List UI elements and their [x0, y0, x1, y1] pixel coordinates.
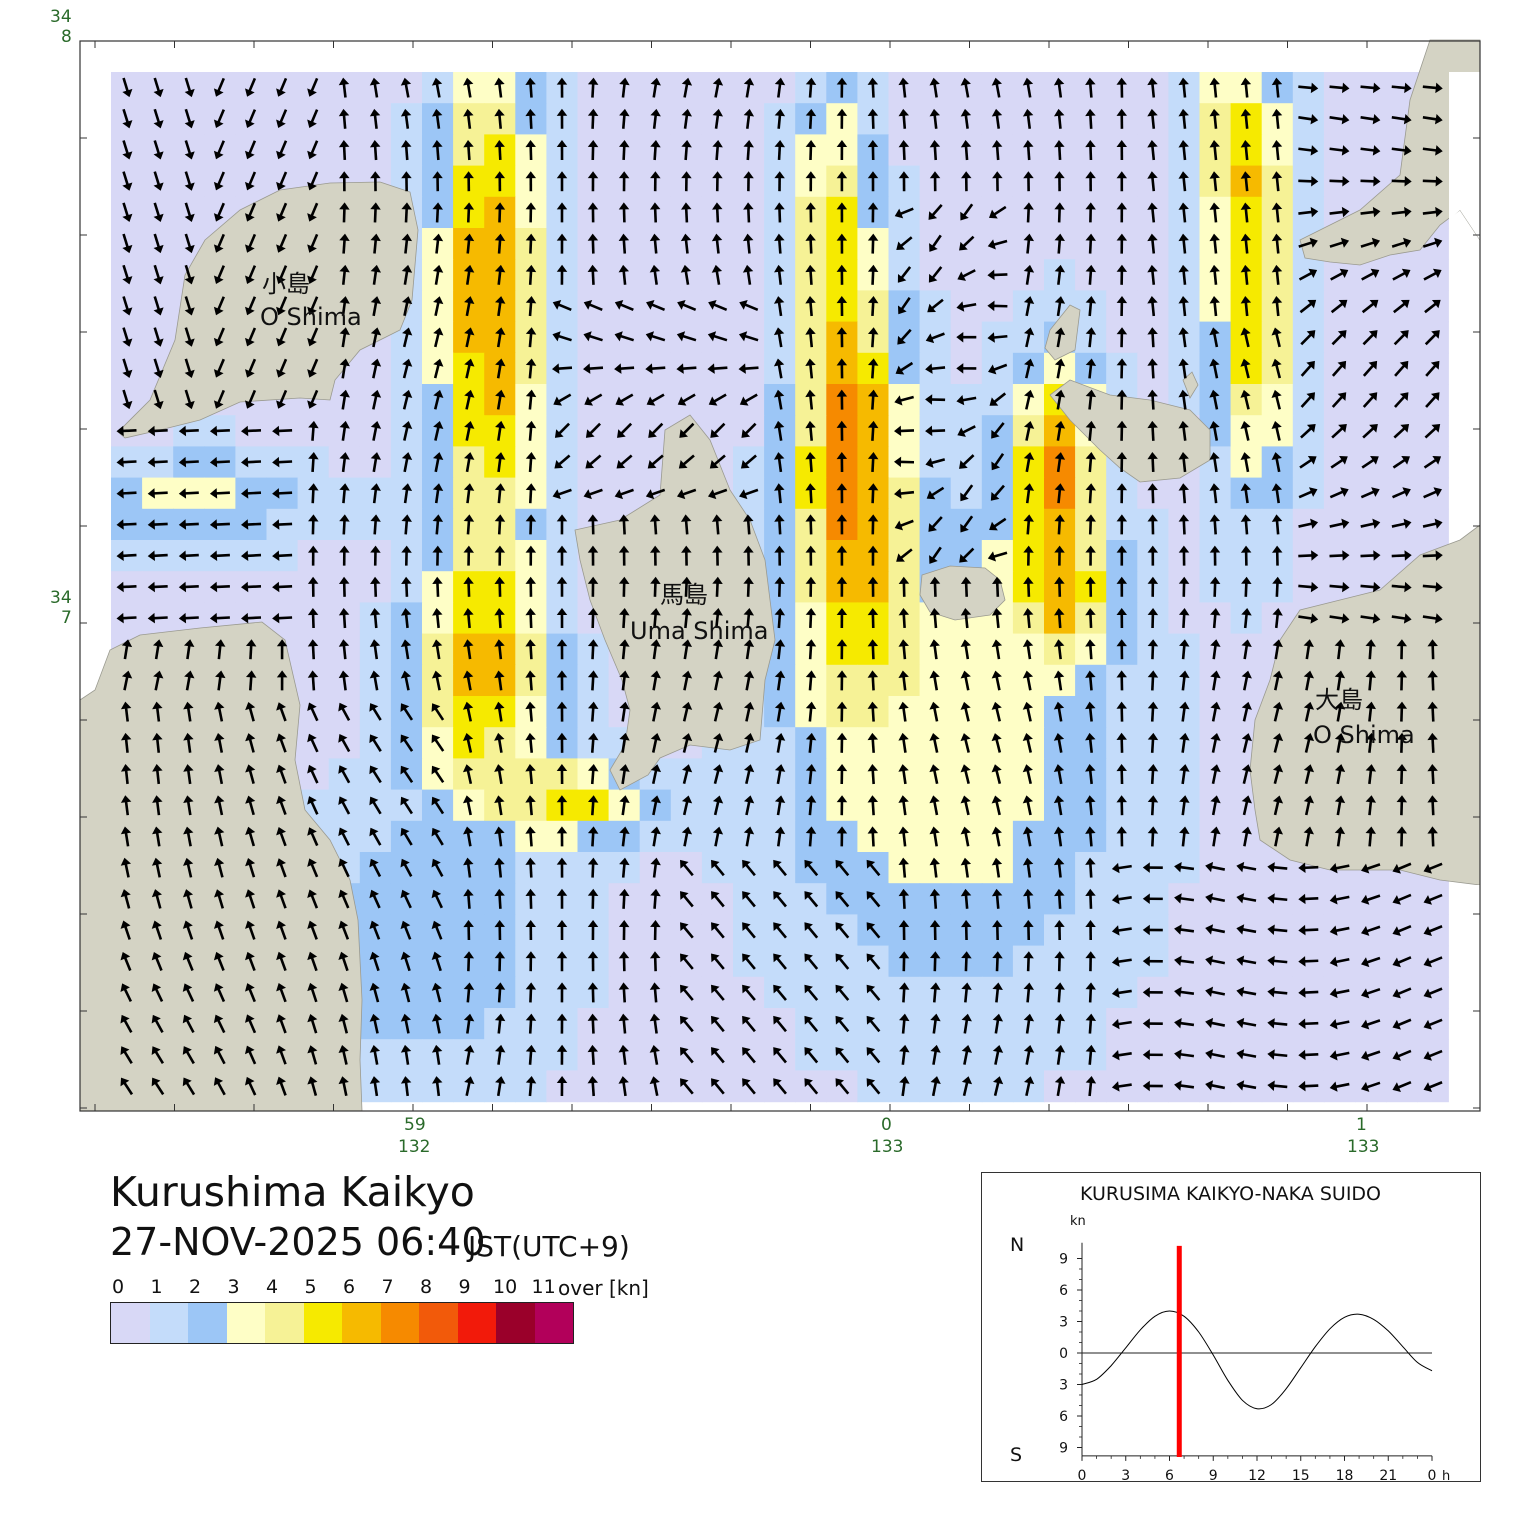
y-tick-label: 9	[1059, 1441, 1068, 1457]
legend-label: 0	[112, 1276, 125, 1298]
legend-swatch	[303, 1303, 342, 1343]
speed-color-legend	[110, 1302, 574, 1344]
lon-label-deg: 133	[871, 1137, 903, 1157]
legend-label: 3	[227, 1276, 240, 1298]
x-tick-label: 12	[1248, 1468, 1266, 1481]
legend-swatch	[380, 1303, 419, 1343]
north-label: N	[1010, 1234, 1024, 1256]
lat-label-min: 7	[61, 608, 72, 628]
island-label-o-jp: 大島	[1315, 686, 1363, 714]
y-tick-label: 9	[1059, 1252, 1068, 1268]
island-label-uma-en: Uma Shima	[630, 617, 768, 645]
lon-label-deg: 133	[1347, 1137, 1379, 1157]
south-label: S	[1010, 1444, 1022, 1466]
forecast-datetime: 27-NOV-2025 06:40	[110, 1220, 486, 1264]
x-tick-label: 6	[1165, 1468, 1174, 1481]
legend-label: 2	[189, 1276, 202, 1298]
x-tick-label: 18	[1336, 1468, 1354, 1481]
x-tick-label: 3	[1121, 1468, 1130, 1481]
island-label-o-en: O Shima	[1313, 721, 1415, 749]
legend-swatch	[342, 1303, 381, 1343]
legend-label: 5	[304, 1276, 317, 1298]
current-map: 小島 O Shima 馬島 Uma Shima 大島 O Shima 34 8 …	[50, 7, 1481, 1157]
lon-label-min: 0	[881, 1115, 892, 1135]
legend-unit: over [kn]	[558, 1276, 649, 1300]
y-tick-label: 3	[1059, 1378, 1068, 1394]
tide-curve	[1081, 1310, 1433, 1410]
legend-label: 7	[381, 1276, 394, 1298]
tide-graph-panel: 9 6 3 0 3 6 9 0 3 6 9 12 15 18 21 0 h kn N S	[981, 1172, 1481, 1482]
x-tick-label: 21	[1379, 1468, 1397, 1481]
legend-swatch	[534, 1303, 573, 1343]
legend-label: 1	[150, 1276, 163, 1298]
legend-label: 6	[343, 1276, 356, 1298]
legend-label: 9	[458, 1276, 471, 1298]
lon-label-min: 1	[1356, 1115, 1367, 1135]
legend-swatch	[226, 1303, 265, 1343]
lat-label-min: 8	[61, 27, 72, 47]
x-tick-label: 0	[1078, 1468, 1087, 1481]
legend-label: 10	[493, 1276, 518, 1298]
lon-label-deg: 132	[398, 1137, 430, 1157]
x-tick-label: 9	[1209, 1468, 1218, 1481]
timezone-label: JST(UTC+9)	[468, 1230, 630, 1263]
legend-swatch	[149, 1303, 188, 1343]
area-title: Kurushima Kaikyo	[110, 1168, 475, 1216]
legend-swatch	[496, 1303, 535, 1343]
island-label-uma-jp: 馬島	[660, 581, 708, 609]
legend-swatch	[457, 1303, 496, 1343]
legend-swatch	[188, 1303, 227, 1343]
x-tick-label: 0	[1428, 1468, 1437, 1481]
x-unit: h	[1442, 1469, 1450, 1481]
y-tick-label: 6	[1059, 1283, 1068, 1299]
island-label-ko-en: O Shima	[260, 303, 362, 331]
legend-swatch	[419, 1303, 458, 1343]
legend-swatch	[111, 1303, 150, 1343]
lat-label-deg: 34	[50, 7, 72, 27]
lon-label-min: 59	[404, 1115, 426, 1135]
legend-label: 8	[420, 1276, 433, 1298]
legend-label: 4	[266, 1276, 279, 1298]
tide-graph-title: KURUSIMA KAIKYO-NAKA SUIDO	[1080, 1183, 1382, 1205]
x-tick-label: 15	[1292, 1468, 1310, 1481]
y-tick-label: 0	[1059, 1346, 1068, 1362]
island-label-ko-jp: 小島	[262, 270, 310, 298]
y-tick-label: 3	[1059, 1315, 1068, 1331]
legend-swatch	[265, 1303, 304, 1343]
legend-label: 11	[531, 1276, 556, 1298]
unit-label: kn	[1070, 1214, 1086, 1229]
y-tick-label: 6	[1059, 1409, 1068, 1425]
lat-label-deg: 34	[50, 588, 72, 608]
